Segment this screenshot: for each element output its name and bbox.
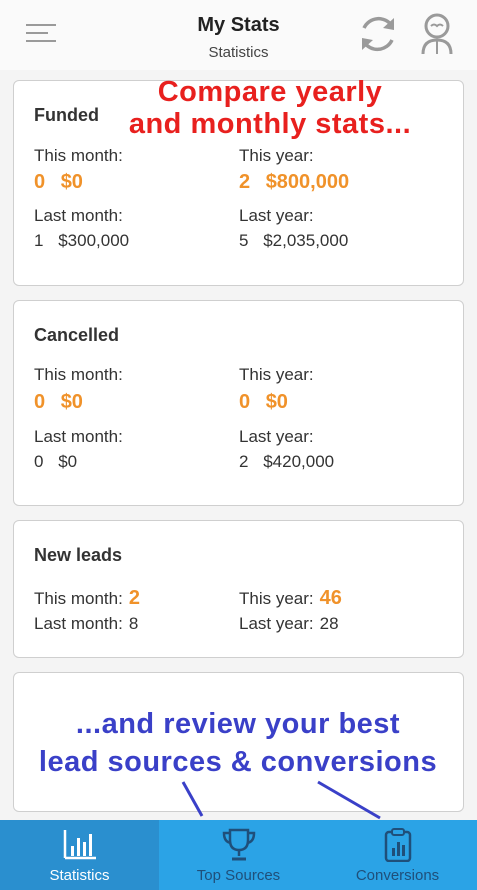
this-year-amount: $0 xyxy=(265,391,288,413)
last-month-value: 0 $0 xyxy=(34,452,77,472)
card-title: Funded xyxy=(34,105,99,125)
profile-icon[interactable] xyxy=(418,12,456,56)
tab-conversions[interactable]: Conversions xyxy=(318,820,477,890)
this-year-label: This year: xyxy=(239,146,314,165)
this-year-label: This year: xyxy=(239,589,314,608)
last-year-amount: $2,035,000 xyxy=(263,231,349,250)
this-month-amount: $0 xyxy=(60,391,83,413)
promo-line: lead sources & conversions xyxy=(38,746,438,778)
last-month-label: Last month: xyxy=(34,614,123,633)
sources-card xyxy=(13,672,464,812)
this-year-count: 0 xyxy=(239,391,251,413)
promo-line: Compare yearly xyxy=(157,76,383,108)
this-year-value: 2 $800,000 xyxy=(239,171,349,194)
this-year-value: 46 xyxy=(319,587,342,609)
this-month-value: 0 $0 xyxy=(34,171,83,194)
funded-card: Funded This month: 0 $0 This year: 2 $80… xyxy=(13,80,464,286)
trophy-icon xyxy=(222,828,255,861)
last-year-label: Last year: xyxy=(239,206,314,225)
last-year-count: 5 xyxy=(239,231,249,250)
last-month-label: Last month: xyxy=(34,206,123,225)
this-year-amount: $800,000 xyxy=(265,171,350,193)
last-year-value: 2 $420,000 xyxy=(239,452,334,472)
promo-review-text: ...and review your best lead sources & c… xyxy=(14,705,462,781)
cancelled-card: Cancelled This month: 0 $0 This year: 0 … xyxy=(13,300,464,506)
tab-label: Top Sources xyxy=(196,867,281,884)
promo-compare-text: Compare yearly and monthly stats... xyxy=(120,76,420,140)
last-year-value: 28 xyxy=(319,614,339,633)
this-month-amount: $0 xyxy=(60,171,83,193)
clipboard-chart-icon xyxy=(384,828,411,862)
this-month-value: 0 $0 xyxy=(34,391,83,414)
last-month-row: Last month: 8 xyxy=(34,614,138,634)
this-month-label: This month: xyxy=(34,589,123,608)
this-month-label: This month: xyxy=(34,365,123,384)
page-subtitle: Statistics xyxy=(208,44,269,61)
this-year-value: 0 $0 xyxy=(239,391,288,414)
last-month-label: Last month: xyxy=(34,427,123,446)
this-month-value: 2 xyxy=(128,587,140,609)
app-header: My Stats Statistics xyxy=(0,0,477,70)
last-year-label: Last year: xyxy=(239,614,314,633)
bar-chart-icon xyxy=(63,830,96,860)
card-title: New leads xyxy=(34,545,123,565)
last-month-count: 0 xyxy=(34,452,44,471)
promo-line: and monthly stats... xyxy=(128,108,412,140)
last-month-amount: $300,000 xyxy=(58,231,130,250)
this-month-count: 0 xyxy=(34,391,46,413)
this-month-label: This month: xyxy=(34,146,123,165)
last-year-label: Last year: xyxy=(239,427,314,446)
bottom-tab-bar: Statistics Top Sources Conversions xyxy=(0,820,477,890)
tab-label: Conversions xyxy=(355,867,440,884)
promo-pointer-lines xyxy=(181,780,381,820)
this-month-count: 0 xyxy=(34,171,46,193)
last-year-count: 2 xyxy=(239,452,249,471)
this-year-count: 2 xyxy=(239,171,251,193)
last-month-count: 1 xyxy=(34,231,44,250)
last-month-amount: $0 xyxy=(58,452,78,471)
card-title: Cancelled xyxy=(34,325,120,345)
this-month-row: This month: 2 xyxy=(34,587,140,610)
tab-statistics[interactable]: Statistics xyxy=(0,820,159,890)
tab-label: Statistics xyxy=(49,867,110,884)
page-title: My Stats xyxy=(197,14,280,36)
last-month-value: 1 $300,000 xyxy=(34,231,129,251)
this-year-row: This year: 46 xyxy=(239,587,342,610)
tab-top-sources[interactable]: Top Sources xyxy=(159,820,318,890)
last-year-value: 5 $2,035,000 xyxy=(239,231,348,251)
promo-line: ...and review your best xyxy=(75,708,401,740)
refresh-icon[interactable] xyxy=(356,12,400,56)
new-leads-card: New leads This month: 2 This year: 46 Last… xyxy=(13,520,464,658)
this-year-label: This year: xyxy=(239,365,314,384)
last-year-row: Last year: 28 xyxy=(239,614,339,634)
last-month-value: 8 xyxy=(128,614,139,633)
last-year-amount: $420,000 xyxy=(263,452,335,471)
hamburger-menu-icon[interactable] xyxy=(26,24,56,44)
